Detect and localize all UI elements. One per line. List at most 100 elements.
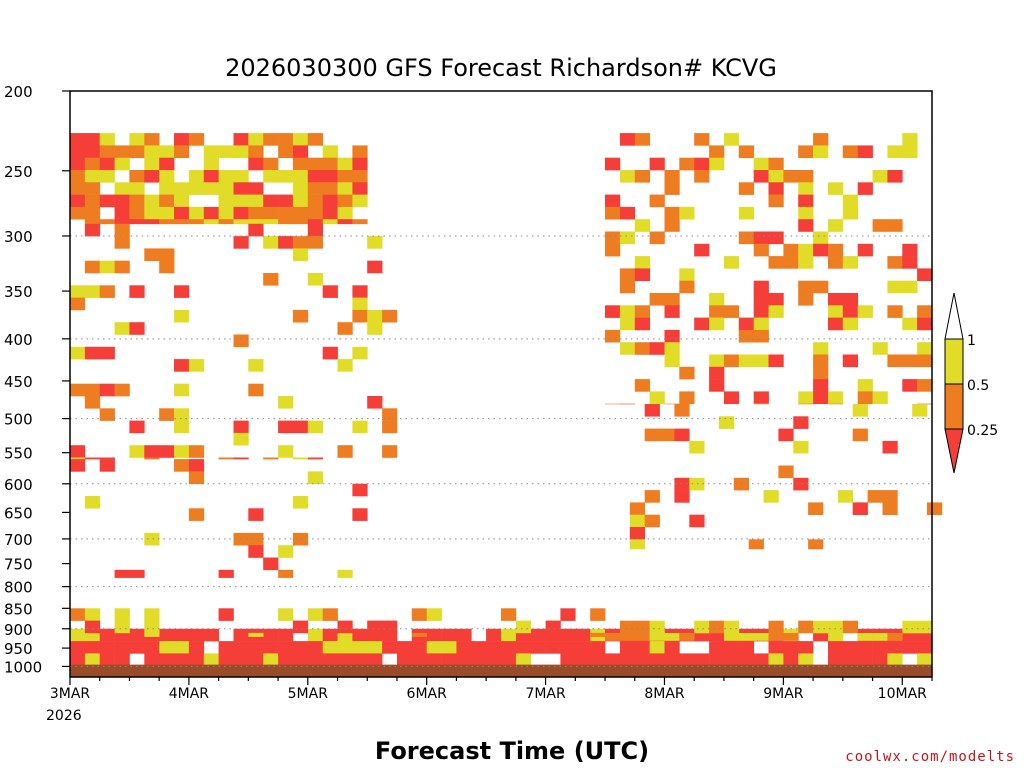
ri-cell	[84, 396, 101, 409]
ri-cell	[709, 653, 725, 665]
ri-cell	[486, 653, 502, 665]
ri-cell	[842, 317, 858, 331]
ri-cell	[605, 653, 621, 665]
x-tick-label-4MAR: 4MAR	[169, 686, 210, 702]
ri-cell	[813, 379, 829, 392]
ri-cell	[837, 490, 854, 503]
ri-cell	[218, 457, 234, 460]
ri-cell	[649, 633, 665, 641]
ri-cell	[738, 653, 754, 665]
ri-cell	[753, 354, 769, 368]
ri-cell	[664, 170, 680, 183]
ri-cell	[307, 628, 323, 642]
ri-cell	[159, 219, 175, 225]
ri-cell	[605, 403, 621, 405]
ri-cell	[263, 457, 279, 460]
ri-cell	[70, 285, 86, 298]
ri-cell	[619, 317, 636, 331]
ri-cell	[307, 206, 323, 220]
ri-cell	[188, 459, 205, 472]
ri-cell	[887, 305, 903, 318]
ri-cell	[857, 243, 873, 257]
ri-cell	[233, 133, 249, 146]
ri-cell	[174, 145, 190, 158]
colorbar-label-0.25: 0.25	[967, 423, 998, 439]
ri-cell	[813, 145, 829, 158]
ri-cell	[70, 182, 86, 195]
ri-cell	[70, 641, 86, 654]
ri-cell	[842, 206, 858, 220]
ri-cell	[278, 545, 294, 558]
ri-cell	[322, 628, 338, 642]
ri-cell	[233, 236, 249, 249]
ri-cell	[307, 471, 323, 484]
ri-cell	[694, 157, 710, 171]
ri-cell	[872, 342, 888, 355]
ri-cell	[768, 633, 784, 641]
ri-cell	[753, 243, 769, 257]
ri-cell	[174, 383, 190, 397]
ri-cell	[798, 170, 814, 183]
y-axis-ticks: 200 250 300 350 400 450 500 550 600 650 700 750 800 8…	[4, 83, 70, 676]
ri-cell	[99, 170, 115, 183]
ri-cell	[629, 527, 645, 540]
ri-cell	[560, 632, 576, 637]
ri-cell	[233, 145, 249, 158]
ri-cell	[456, 641, 472, 654]
chart-title: 2026030300 GFS Forecast Richardson# KCVG	[225, 54, 777, 82]
ri-cell	[159, 653, 175, 665]
ri-cell	[798, 206, 814, 220]
ri-cell	[813, 620, 829, 634]
ri-cell	[322, 206, 338, 220]
ri-cell	[322, 346, 338, 360]
ri-cell	[723, 653, 740, 665]
ri-cell	[793, 477, 809, 491]
y-tick-label-350: 350	[4, 283, 33, 301]
ri-cell	[530, 628, 546, 642]
ri-cell	[248, 508, 264, 521]
ri-cell	[813, 366, 829, 380]
ri-cell	[382, 408, 398, 421]
ri-cell	[70, 157, 86, 171]
ri-cell	[248, 223, 264, 237]
ri-cell	[768, 182, 784, 195]
ri-cell	[248, 632, 264, 637]
ri-cell	[882, 440, 898, 454]
ri-cell	[144, 608, 160, 621]
ri-cell	[233, 420, 249, 434]
ri-cell	[292, 457, 309, 460]
ri-cell	[114, 236, 130, 249]
ri-cell	[902, 317, 918, 331]
ri-cell	[218, 641, 234, 654]
ri-cell	[659, 428, 675, 442]
ri-cell	[337, 194, 353, 208]
ri-cell	[723, 391, 740, 404]
ri-cell	[292, 248, 309, 261]
ri-cell	[679, 633, 695, 641]
ri-cell	[322, 608, 338, 621]
ri-cell	[337, 569, 353, 578]
ri-cell	[917, 268, 933, 281]
ri-cell	[768, 293, 784, 306]
ri-cell	[857, 641, 873, 654]
ri-cell	[813, 133, 829, 146]
ri-cell	[292, 133, 309, 146]
ri-cell	[426, 641, 442, 654]
ri-cell	[694, 133, 710, 146]
ri-cell	[322, 194, 338, 208]
ri-cell	[605, 206, 621, 220]
ri-cell	[723, 633, 740, 641]
ri-cell	[159, 194, 175, 208]
ri-cell	[382, 309, 398, 323]
ri-cell	[828, 641, 844, 654]
ri-cell	[411, 653, 427, 665]
ri-cell	[411, 632, 427, 637]
ri-cell	[292, 182, 309, 195]
ri-cell	[292, 309, 309, 323]
ri-cell	[278, 145, 294, 158]
ri-cell	[887, 219, 903, 232]
ri-cell	[233, 641, 249, 654]
ri-cell	[278, 641, 294, 654]
ri-cell	[278, 194, 294, 208]
ri-cell	[84, 260, 101, 274]
